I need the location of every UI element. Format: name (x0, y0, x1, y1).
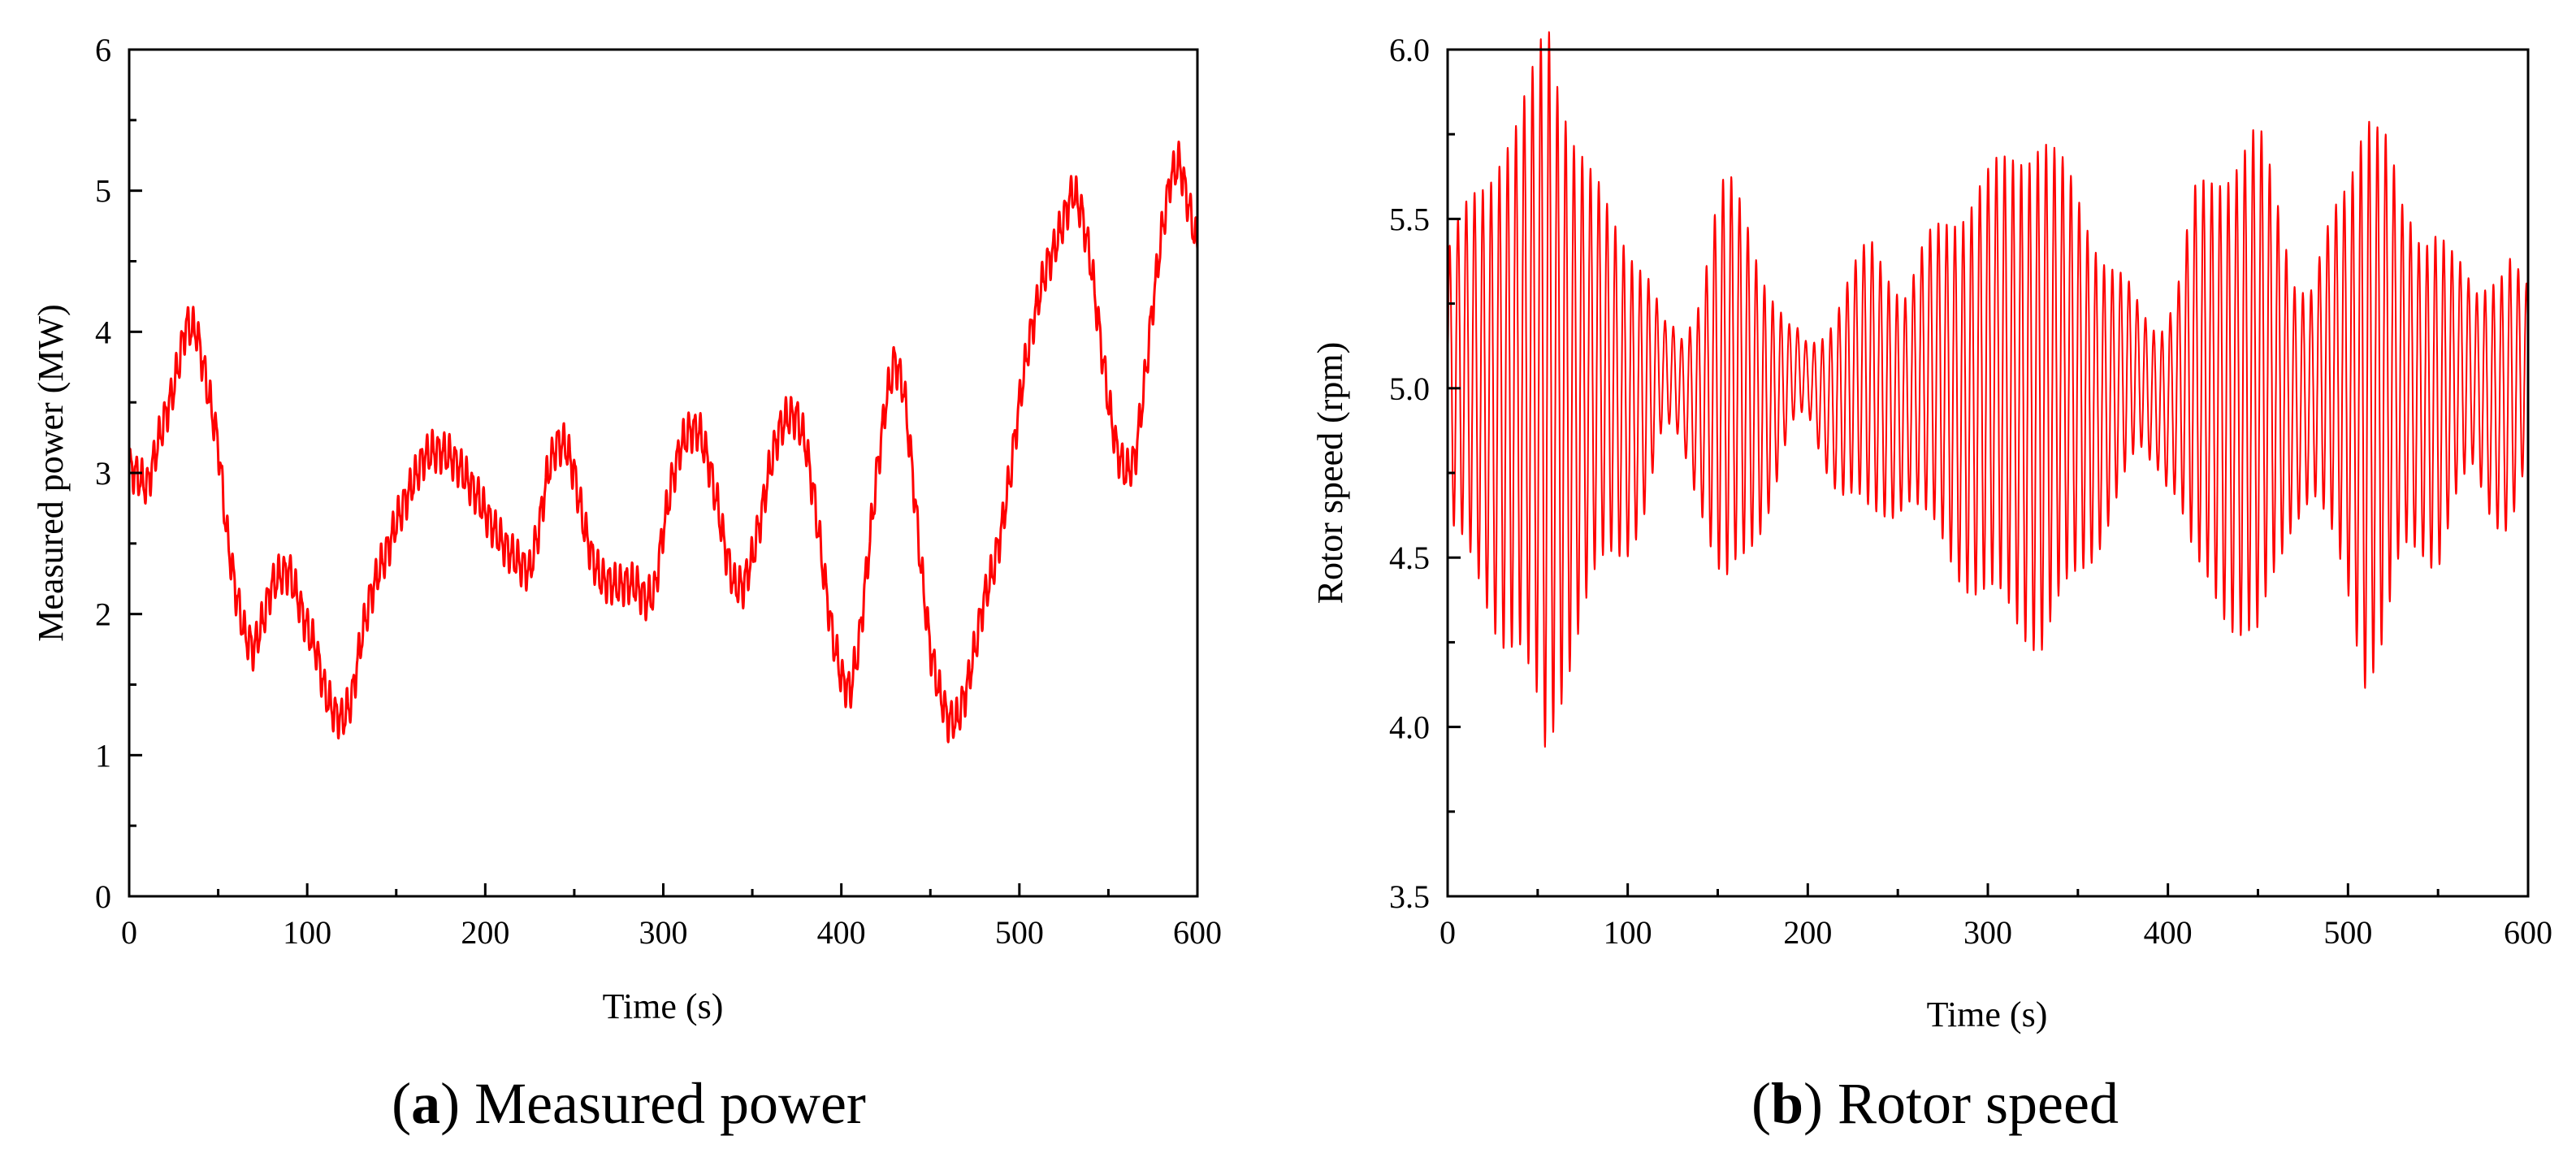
chart-a-xtick-label: 400 (817, 914, 866, 951)
chart-b-xtick-label: 100 (1604, 914, 1652, 951)
caption-a-text: Measured power (460, 1071, 866, 1136)
chart-a-ytick-label: 1 (95, 737, 111, 774)
series-line-measured-power (128, 141, 1199, 744)
chart-a-xtick-label: 600 (1173, 914, 1222, 951)
panel-a-measured-power: 0 100 200 300 400 500 600 0 1 2 3 4 5 6 Time (s) Meas… (31, 32, 1222, 1026)
chart-a-xtick-label: 200 (461, 914, 509, 951)
chart-b-ytick-label: 6.0 (1389, 32, 1430, 68)
chart-b-ytick-label: 5.0 (1389, 371, 1430, 407)
chart-b-xtick-label: 400 (2144, 914, 2193, 951)
caption-a: (a) Measured power (392, 1071, 866, 1136)
panel-b-rotor-speed: 0 100 200 300 400 500 600 3.5 4.0 4.5 5.0 5.5 6.0 Ti… (1310, 31, 2552, 1034)
caption-b-text: Rotor speed (1823, 1071, 2119, 1136)
chart-b-ytick-label: 5.5 (1389, 201, 1430, 237)
caption-b: (b) Rotor speed (1751, 1071, 2119, 1136)
chart-b-ticks: 0 100 200 300 400 500 600 3.5 4.0 4.5 5.0 5.5 6.0 (1389, 32, 2552, 951)
chart-a-ytick-label: 2 (95, 596, 111, 633)
chart-b-ytick-label: 4.5 (1389, 540, 1430, 576)
chart-a-ytick-label: 3 (95, 455, 111, 492)
chart-b-ytick-label: 3.5 (1389, 878, 1430, 915)
chart-b-xtick-label: 300 (1963, 914, 2012, 951)
chart-a-frame (128, 48, 1199, 898)
caption-a-letter: a (411, 1071, 440, 1136)
chart-a-ytick-label: 5 (95, 173, 111, 210)
chart-b-xtick-label: 200 (1783, 914, 1832, 951)
chart-a-xtick-label: 300 (639, 914, 688, 951)
series-line-rotor-speed (1447, 31, 2529, 748)
chart-a-ytick-label: 4 (95, 314, 111, 350)
chart-b-ylabel: Rotor speed (rpm) (1310, 342, 1350, 605)
chart-a-ylabel: Measured power (MW) (31, 304, 71, 641)
chart-a-xlabel: Time (s) (603, 986, 724, 1026)
chart-b-ytick-label: 4.0 (1389, 709, 1430, 746)
chart-a-ytick-label: 6 (95, 32, 111, 68)
caption-b-letter: b (1771, 1071, 1803, 1136)
chart-a-xtick-label: 0 (121, 914, 137, 951)
chart-b-plot-area (1447, 31, 2529, 748)
chart-b-xlabel: Time (s) (1927, 995, 2048, 1034)
chart-a-plot-area (128, 141, 1199, 744)
chart-a-xtick-label: 500 (995, 914, 1044, 951)
chart-b-xtick-label: 600 (2504, 914, 2552, 951)
chart-b-xtick-label: 500 (2323, 914, 2372, 951)
chart-a-ytick-label: 0 (95, 878, 111, 915)
chart-a-ticks: 0 100 200 300 400 500 600 0 1 2 3 4 5 6 (95, 32, 1222, 951)
chart-b-xtick-label: 0 (1440, 914, 1456, 951)
chart-a-xtick-label: 100 (283, 914, 331, 951)
